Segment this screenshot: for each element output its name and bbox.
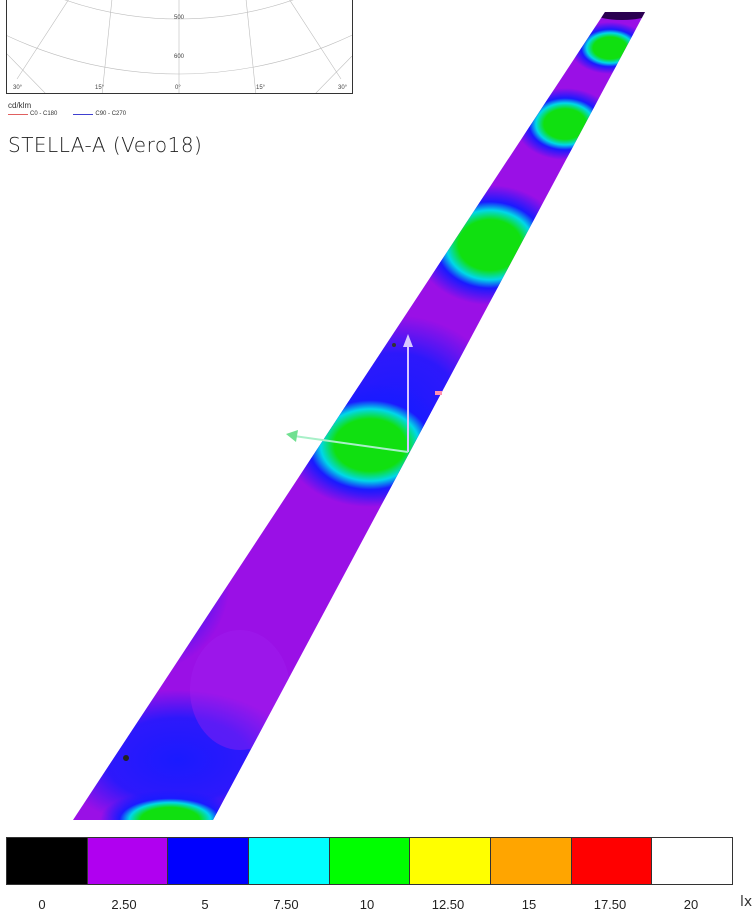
angle-tick-15-right: 15° [256,85,266,91]
swatch-2-50 [86,837,169,885]
legend-item-c90-c270: C90 - C270 [73,111,126,117]
polar-diagram: 500 600 30° 15° 0° 15° 30° [6,0,353,94]
swatch-7-50 [248,837,330,885]
luminaire-title: STELLA-A (Vero18) [8,133,203,157]
angle-tick-0: 0° [175,85,181,91]
polar-legend: C0 - C180 C90 - C270 [8,109,126,119]
road-surface [73,12,645,820]
scale-label-17-50: 17.50 [593,897,627,912]
legend-label-c0-c180: C0 - C180 [30,111,58,117]
swatch-10 [328,837,411,885]
legend-item-c0-c180: C0 - C180 [8,111,57,117]
polar-grid: 500 600 30° 15° 0° 15° 30° [7,0,352,93]
angle-tick-15-left: 15° [95,85,105,91]
scale-label-2-50: 2.50 [111,897,137,912]
scale-label-0: 0 [38,897,46,912]
legend-line-c0-c180 [8,113,28,115]
swatch-0 [6,837,88,885]
swatch-20 [651,837,734,885]
radial-tick-600: 600 [174,54,185,60]
scale-label-15: 15 [521,897,537,912]
angle-tick-30-right: 30° [338,85,348,91]
swatch-5 [167,837,250,885]
swatch-15 [490,837,572,885]
axes-marker [123,334,442,761]
scale-label-5: 5 [201,897,209,912]
swatch-17-50 [570,837,653,885]
scale-label-10: 10 [359,897,375,912]
scale-label-12-50: 12.50 [431,897,465,912]
scale-labels: 0 2.50 5 7.50 10 12.50 15 17.50 20 [0,897,754,913]
scale-label-7-50: 7.50 [273,897,299,912]
legend-label-c90-c270: C90 - C270 [95,111,127,117]
scale-unit: lx [740,894,753,910]
scale-label-20: 20 [683,897,699,912]
false-color-scale [6,837,734,885]
angle-tick-30-left: 30° [13,85,23,91]
legend-line-c90-c270 [73,113,94,115]
swatch-12-50 [409,837,492,885]
road-illuminance-rendering [73,12,645,820]
radial-tick-500: 500 [174,15,185,21]
polar-unit-label: cd/klm [8,101,32,110]
